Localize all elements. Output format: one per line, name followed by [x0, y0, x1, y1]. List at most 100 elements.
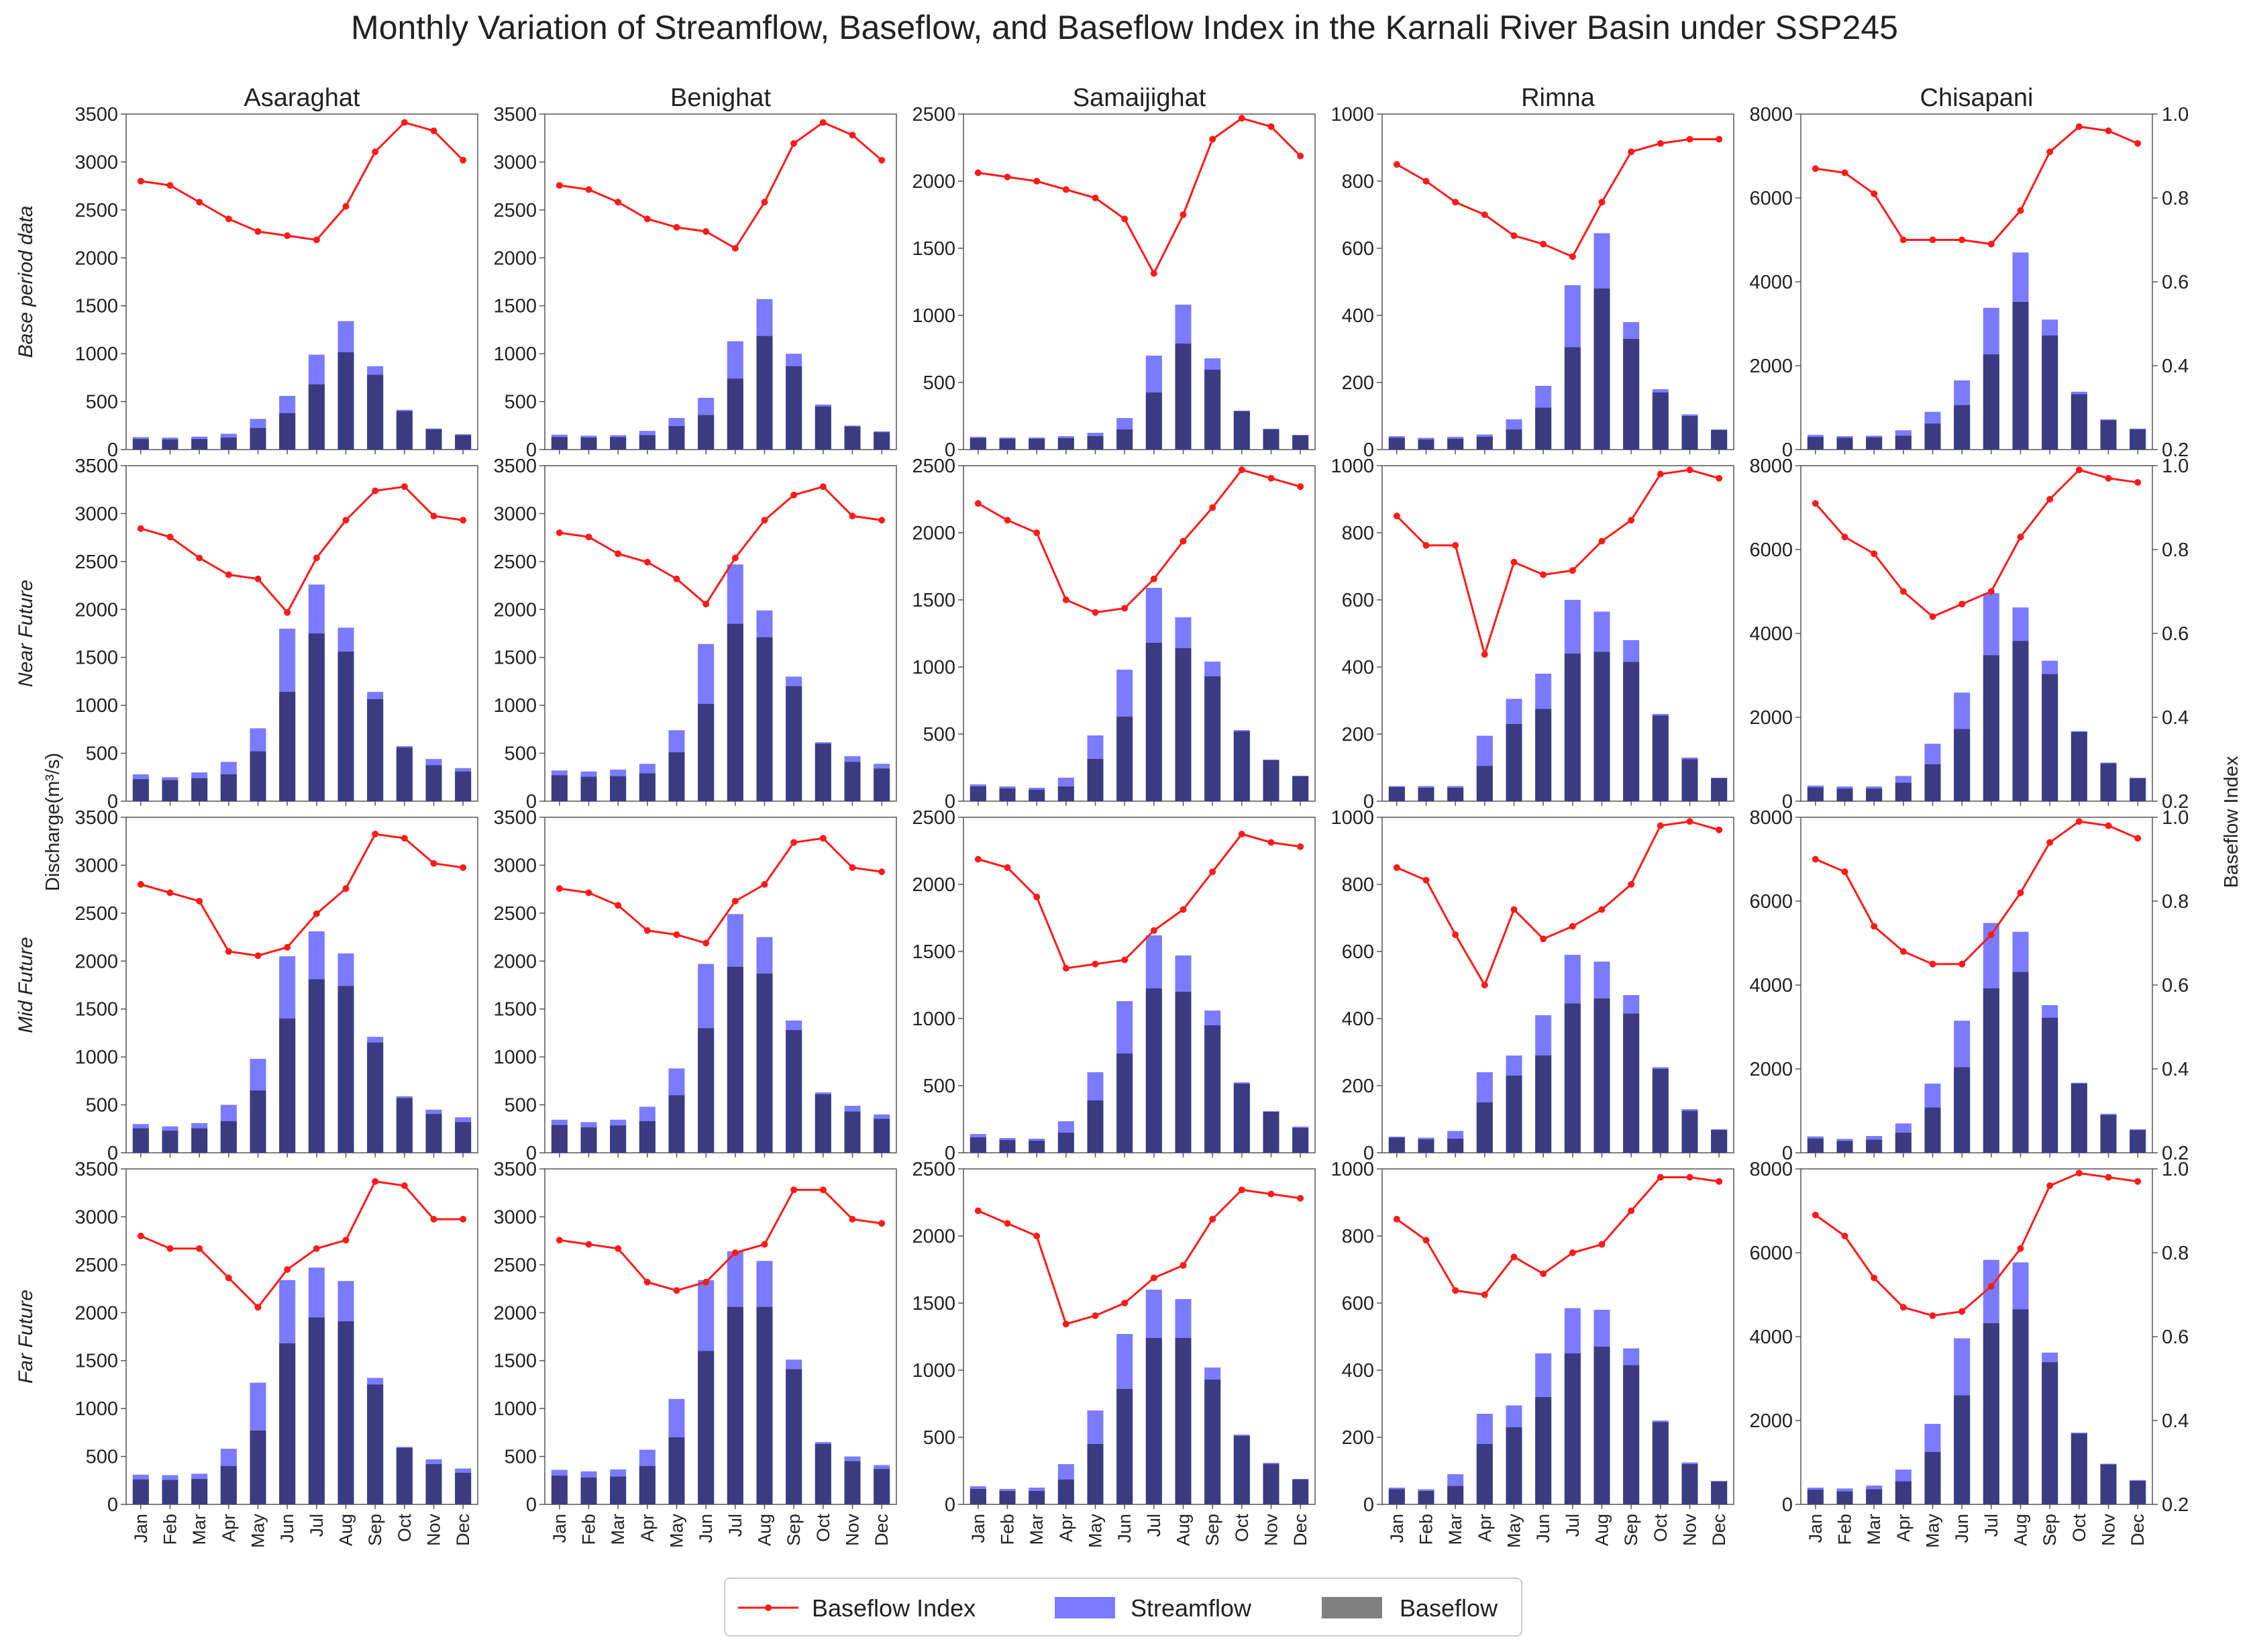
legend-bfi-marker [765, 1604, 772, 1611]
bfi-point [460, 864, 467, 871]
legend-streamflow-swatch [1055, 1597, 1115, 1618]
bfi-point [1033, 1233, 1041, 1239]
bfi-point [556, 1237, 563, 1244]
legend-streamflow-label: Streamflow [1131, 1594, 1252, 1622]
bfi-point [401, 483, 408, 491]
baseflow-bar [1506, 1427, 1522, 1504]
x-tick-label: Dec [2128, 1514, 2148, 1546]
bfi-point [615, 550, 622, 558]
baseflow-bar [425, 1464, 442, 1504]
baseflow-bar [1175, 344, 1192, 450]
y-tick-label: 3000 [74, 1206, 118, 1228]
bfi-point [1121, 1300, 1129, 1306]
bfi-point [1209, 1216, 1216, 1223]
bfi-point [137, 525, 144, 532]
baseflow-bar [1866, 1139, 1883, 1153]
bfi-point [284, 232, 291, 240]
bfi-point [430, 1216, 437, 1223]
bfi-point [643, 927, 651, 934]
bfi-point [1422, 541, 1430, 549]
baseflow-bar [455, 1472, 472, 1504]
baseflow-bar [1623, 1013, 1640, 1153]
bfi-point [849, 513, 856, 519]
baseflow-bar [367, 699, 384, 801]
x-tick-label: Aug [1592, 1514, 1612, 1546]
baseflow-bar [756, 335, 773, 450]
bfi-point [1958, 236, 1966, 244]
y2-axis-label: Baseflow Index [2221, 756, 2242, 888]
baseflow-bar [1057, 786, 1074, 801]
bfi-point [1569, 923, 1576, 930]
y-tick-label: 2500 [74, 200, 118, 221]
baseflow-bar [970, 786, 986, 801]
baseflow-bar [610, 1476, 627, 1504]
y-tick-label: 1500 [74, 999, 118, 1021]
baseflow-bar [786, 1369, 802, 1504]
bfi-point [401, 1182, 408, 1189]
y-tick-label: 1000 [493, 695, 537, 717]
bfi-point [1841, 1233, 1848, 1239]
bfi-point [878, 517, 886, 524]
bfi-point [1510, 232, 1518, 240]
y2-tick-label: 0.2 [2162, 791, 2189, 813]
baseflow-bar [1924, 1107, 1941, 1153]
baseflow-bar [1593, 289, 1610, 450]
bfi-point [254, 952, 262, 960]
y-tick-label: 2500 [74, 1255, 118, 1276]
bfi-point [1062, 1321, 1069, 1328]
y-tick-label: 0 [107, 791, 118, 813]
y-tick-label: 500 [505, 1447, 537, 1468]
bfi-point [1598, 1241, 1606, 1248]
panel-frame [963, 113, 1316, 450]
y-tick-label: 2500 [493, 552, 537, 573]
baseflow-bar [1204, 1380, 1221, 1504]
bfi-point [225, 571, 232, 578]
baseflow-bar [250, 427, 266, 450]
baseflow-bar [1836, 788, 1853, 801]
bfi-point [1569, 567, 1576, 574]
baseflow-bar [455, 435, 472, 450]
bfi-point [1958, 960, 1966, 968]
bfi-point [702, 228, 710, 235]
bfi-point [643, 558, 651, 566]
bfi-point [761, 1241, 768, 1248]
baseflow-bar [1175, 648, 1192, 801]
y-tick-label: 500 [505, 392, 537, 413]
bfi-line [1814, 1172, 2138, 1317]
bfi-point [1628, 881, 1635, 888]
bfi-point [166, 1245, 174, 1252]
y-tick-label: 500 [86, 1095, 118, 1117]
baseflow-bar [874, 1119, 890, 1153]
baseflow-bar [425, 765, 442, 801]
baseflow-bar [698, 1028, 715, 1153]
baseflow-bar [250, 1090, 266, 1153]
panel-asaraghat-2: 0 500 1000 1500 2000 2500 3000 3500 [74, 807, 478, 1164]
bfi-point [2105, 474, 2112, 482]
bfi-point [1180, 537, 1187, 545]
bfi-point [615, 902, 622, 909]
baseflow-bar [668, 752, 685, 801]
y-tick-label: 800 [1342, 523, 1374, 544]
bfi-point [460, 517, 467, 524]
y-tick-label: 8000 [1749, 807, 1793, 829]
bfi-point [313, 554, 320, 562]
baseflow-bar [220, 1465, 237, 1504]
y-tick-label: 800 [1342, 171, 1374, 193]
panel-asaraghat-3: 0 500 1000 1500 2000 2500 3000 3500 Jan Feb Mar Apr… [74, 1159, 478, 1548]
y-tick-label: 0 [526, 791, 537, 813]
bfi-point [1092, 1312, 1099, 1319]
baseflow-bar [1807, 1490, 1824, 1504]
bfi-point [615, 199, 622, 206]
baseflow-bar [191, 1128, 208, 1153]
y2-tick-label: 0.8 [2162, 188, 2189, 209]
baseflow-bar [1895, 1481, 1912, 1504]
baseflow-bar [1204, 676, 1221, 801]
baseflow-bar [1418, 788, 1434, 801]
y2-tick-label: 0.6 [2162, 272, 2189, 293]
y-tick-label: 500 [923, 724, 955, 745]
y-tick-label: 2000 [74, 951, 118, 972]
bfi-point [1452, 1287, 1459, 1294]
bfi-point [643, 1278, 651, 1286]
bfi-point [1899, 588, 1907, 595]
